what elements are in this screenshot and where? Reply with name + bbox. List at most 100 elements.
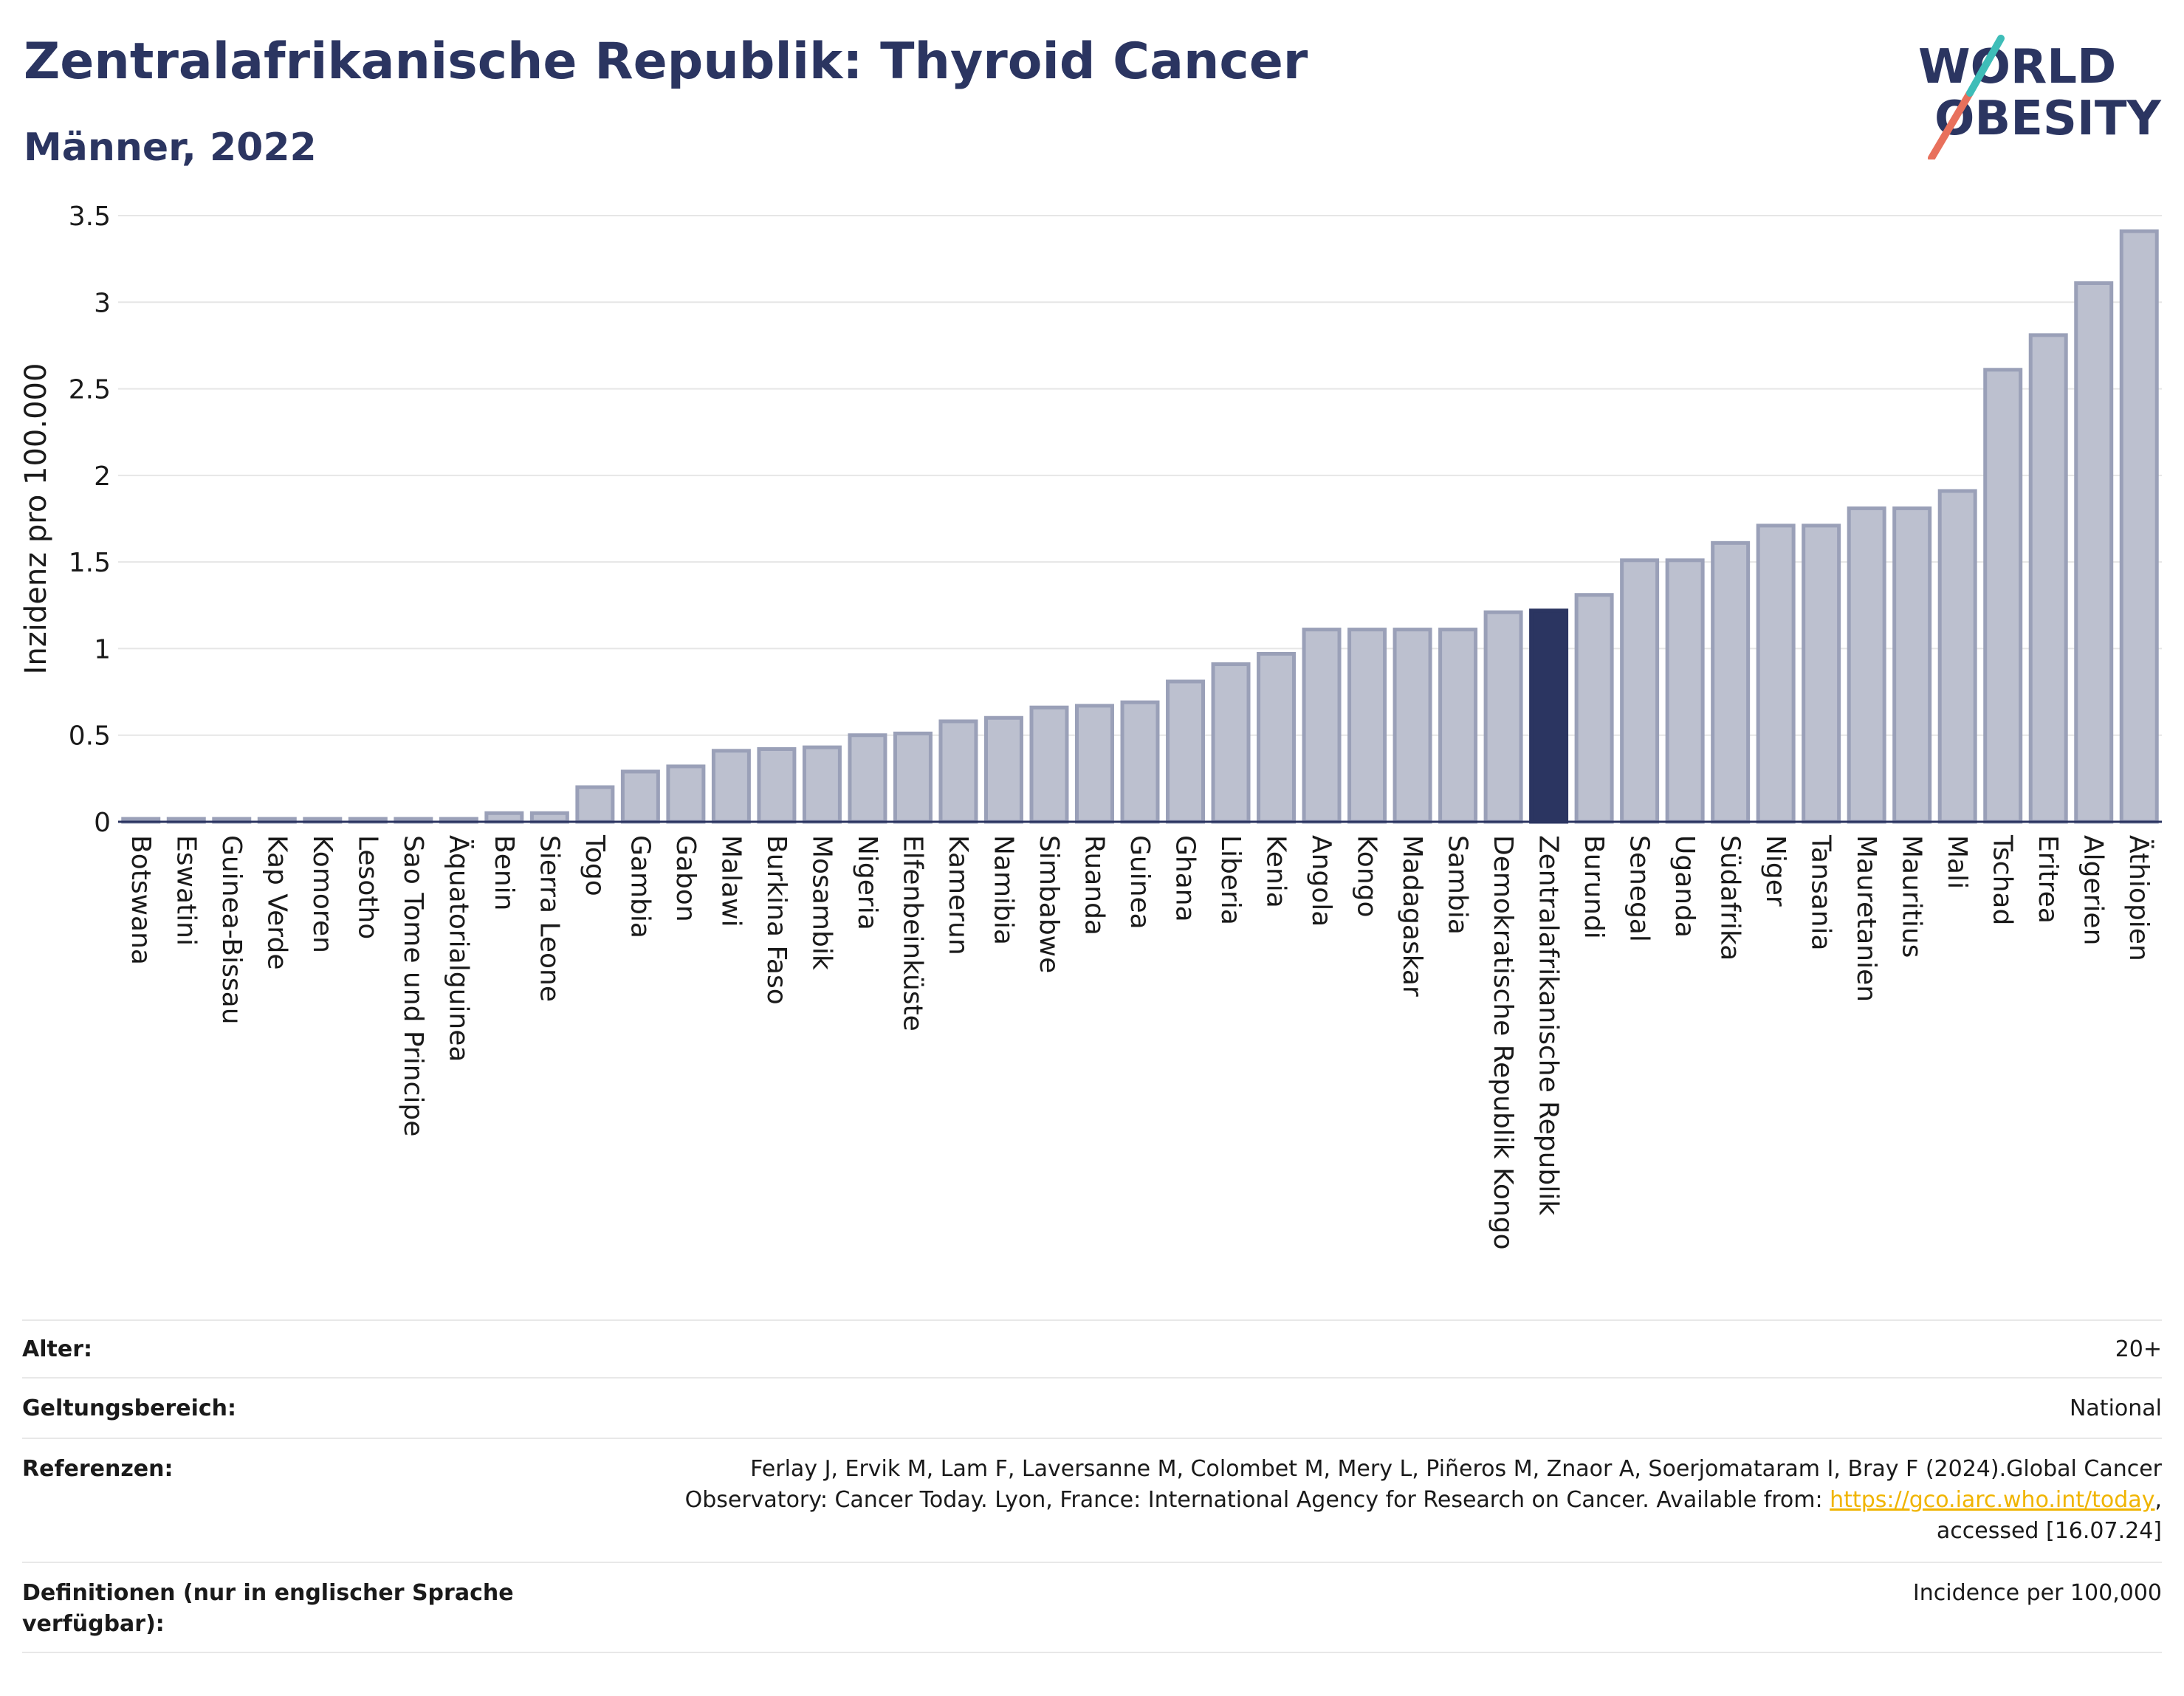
x-tick-label: Kenia — [1261, 835, 1291, 908]
meta-row-age: Alter: 20+ — [22, 1319, 2162, 1377]
x-tick-label: Burkina Faso — [761, 835, 791, 1005]
x-tick-label: Mosambik — [806, 835, 837, 970]
bar — [1847, 506, 1886, 824]
x-tick-label: Malawi — [715, 835, 746, 927]
x-tick-label: Mauritius — [1897, 835, 1927, 958]
x-tick-label: Algerien — [2078, 835, 2109, 945]
bar — [1257, 651, 1297, 824]
y-tick-label: 1.5 — [69, 548, 111, 578]
bar — [1302, 628, 1342, 824]
bar — [1347, 628, 1387, 824]
logo-slash-red — [1928, 89, 1974, 159]
x-tick-label: Burundi — [1579, 835, 1609, 939]
x-tick-label: Guinea-Bissau — [216, 835, 247, 1025]
bar — [529, 811, 569, 824]
x-tick-label: Sierra Leone — [534, 835, 564, 1002]
bar — [1393, 628, 1432, 824]
reference-link[interactable]: https://gco.iarc.who.int/today — [1830, 1487, 2155, 1513]
x-tick-label: Guinea — [1124, 835, 1155, 930]
meta-refs-value: Ferlay J, Ervik M, Lam F, Laversanne M, … — [685, 1454, 2162, 1547]
bar — [1211, 662, 1251, 824]
world-obesity-logo: WORLD OBESITY — [1918, 35, 2161, 159]
x-tick-label: Demokratische Republik Kongo — [1488, 835, 1518, 1250]
x-tick-label: Senegal — [1624, 835, 1655, 942]
x-tick-label: Sao Tome und Principe — [398, 835, 428, 1136]
x-tick-label: Elfenbeinküste — [897, 835, 927, 1031]
meta-scope-value: National — [2069, 1395, 2162, 1421]
bar — [1574, 593, 1614, 824]
x-tick-label: Kongo — [1352, 835, 1382, 918]
bar — [666, 764, 706, 824]
y-tick-label: 2.5 — [69, 375, 111, 405]
bar-chart: 0 0.5 1 1.5 2 2.5 3 3.5 Botswana Eswatini Guinea-… — [19, 202, 2162, 1250]
x-tick-label: Benin — [489, 835, 519, 910]
bar — [938, 719, 978, 824]
bar — [1120, 700, 1160, 824]
bar — [757, 746, 797, 824]
y-tick-label: 1 — [94, 634, 111, 665]
meta-defs-value: Incidence per 100,000 — [1912, 1580, 2162, 1606]
y-tick-label: 3.5 — [69, 202, 111, 232]
meta-refs-line2-suffix: , — [2154, 1487, 2162, 1513]
bar-highlight — [1529, 608, 1569, 824]
bar — [1074, 704, 1114, 824]
meta-row-refs: Referenzen: Ferlay J, Ervik M, Lam F, La… — [22, 1438, 2162, 1562]
bar — [575, 785, 615, 824]
bar — [983, 715, 1023, 824]
x-tick-label: Südafrika — [1715, 835, 1745, 961]
x-tick-label: Madagaskar — [1397, 835, 1427, 997]
x-tick-label: Lesotho — [352, 835, 382, 939]
x-tick-label: Mali — [1942, 835, 1972, 889]
x-tick-label: Äquatorialguinea — [443, 835, 474, 1062]
bar — [1438, 628, 1478, 824]
chart-subtitle: Männer, 2022 — [24, 126, 317, 170]
x-tick-label: Namibia — [988, 835, 1018, 945]
bar — [1937, 489, 1977, 824]
chart-title: Zentralafrikanische Republik: Thyroid Ca… — [24, 32, 1308, 91]
bar — [620, 769, 660, 824]
y-tick-label: 2 — [94, 461, 111, 492]
metadata-table: Alter: 20+ Geltungsbereich: National Ref… — [22, 1319, 2162, 1653]
x-tick-label: Kap Verde — [261, 835, 292, 969]
meta-age-value: 20+ — [2115, 1336, 2162, 1362]
meta-row-defs: Definitionen (nur in englischer Sprache … — [22, 1562, 2162, 1653]
y-tick-label: 0 — [94, 808, 111, 838]
bar — [2119, 229, 2159, 824]
meta-refs-line2-prefix: Observatory: Cancer Today. Lyon, France:… — [684, 1487, 1830, 1513]
bar — [1166, 679, 1206, 824]
x-tick-label: Ghana — [1170, 835, 1201, 922]
x-tick-label: Simbabwe — [1034, 835, 1064, 973]
y-axis-label: Inzidenz pro 100.000 — [19, 363, 53, 675]
x-tick-label: Liberia — [1215, 835, 1246, 925]
bar — [1756, 523, 1796, 824]
x-tick-label: Zentralafrikanische Republik — [1534, 835, 1564, 1215]
x-tick-label: Tansania — [1806, 834, 1836, 951]
bar — [1665, 558, 1705, 824]
y-tick-label: 3 — [94, 288, 111, 318]
bar — [802, 745, 842, 824]
bar — [484, 811, 524, 824]
x-tick-label: Togo — [580, 834, 610, 896]
bar — [1711, 540, 1751, 824]
x-axis-labels: Botswana Eswatini Guinea-Bissau Kap Verde Ko… — [126, 834, 2154, 1250]
logo-text-obesity: OBESITY — [1934, 92, 2161, 146]
x-tick-label: Gambia — [625, 835, 655, 938]
bar — [711, 749, 751, 824]
logo-text-world: WORLD — [1918, 40, 2116, 95]
meta-refs-label: Referenzen: — [22, 1456, 174, 1482]
x-tick-label: Eswatini — [171, 835, 201, 946]
bar — [893, 731, 933, 824]
meta-defs-label: Definitionen (nur in englischer Sprache … — [22, 1580, 514, 1637]
bar — [848, 733, 887, 824]
x-tick-label: Botswana — [126, 835, 156, 965]
y-tick-label: 0.5 — [69, 721, 111, 752]
bar — [2028, 333, 2068, 824]
meta-age-label: Alter: — [22, 1336, 92, 1362]
bar — [1483, 610, 1523, 824]
x-tick-label: Sambia — [1443, 835, 1473, 935]
x-tick-label: Äthiopien — [2123, 835, 2154, 961]
x-tick-label: Tschad — [1988, 834, 2018, 925]
x-tick-label: Kamerun — [943, 835, 973, 955]
meta-refs-line3: accessed [16.07.24] — [1936, 1518, 2162, 1544]
bar — [1029, 705, 1069, 824]
